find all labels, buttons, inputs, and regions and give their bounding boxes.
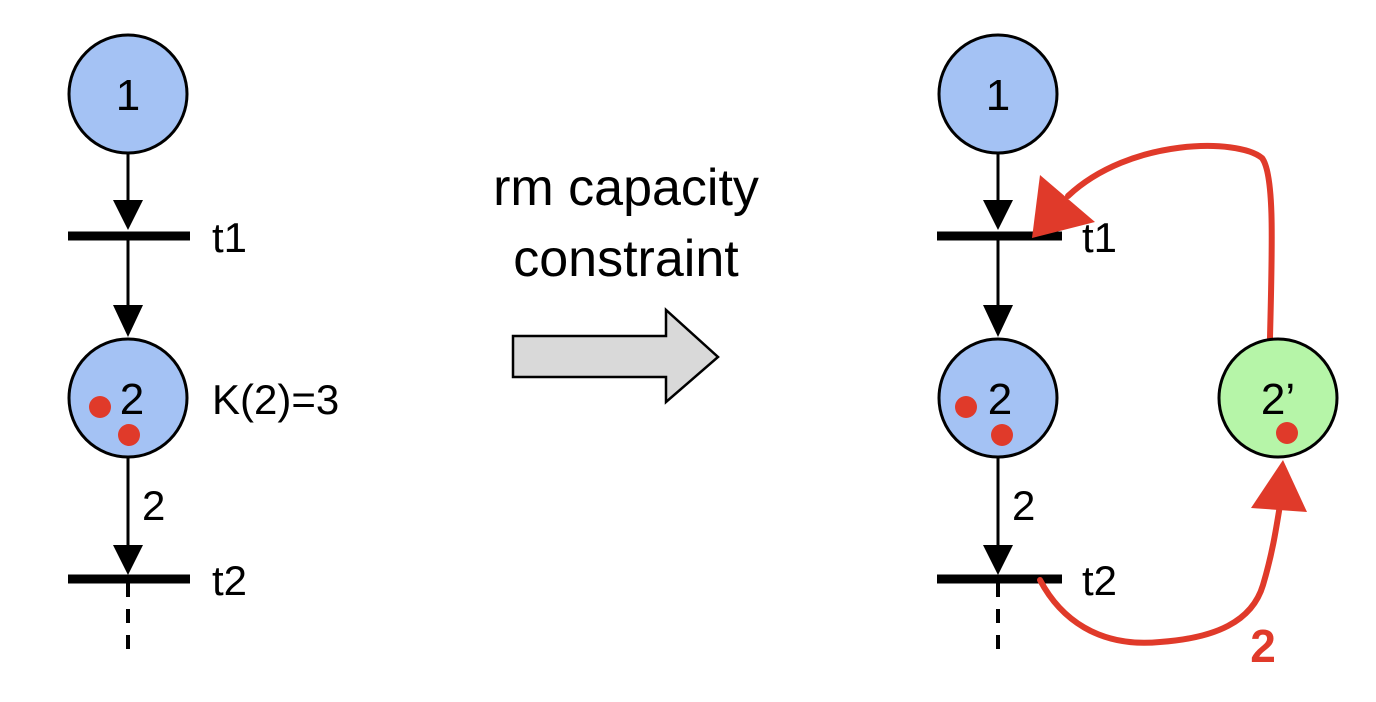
complement-place-2-prime <box>1217 337 1339 459</box>
operation-line-2: constraint <box>513 230 739 288</box>
token <box>89 396 111 418</box>
token <box>955 396 977 418</box>
right-net: 1 t1 2 2 t2 2 2’ <box>937 33 1339 672</box>
arc-weight-label: 2 <box>142 482 165 529</box>
arrowhead-icon <box>983 545 1013 575</box>
token <box>991 424 1013 446</box>
right-arrow-icon <box>511 307 720 405</box>
operation-line-1: rm capacity <box>493 159 759 217</box>
transition-t2-label: t2 <box>1082 557 1117 604</box>
place-2-label: 2 <box>120 375 144 424</box>
place-1 <box>937 33 1059 155</box>
place-1 <box>67 33 189 155</box>
arrowhead-icon <box>983 305 1013 337</box>
left-net: 1 t1 2 K(2)=3 2 t2 <box>67 33 339 660</box>
transition-t1-label: t1 <box>212 214 247 261</box>
place-2 <box>67 337 189 459</box>
added-arc-t2-to-complement <box>1037 502 1283 646</box>
arc-weight-label: 2 <box>1012 482 1035 529</box>
token <box>1276 422 1298 444</box>
capacity-label: K(2)=3 <box>212 376 339 423</box>
arrowhead-icon <box>113 305 143 337</box>
token <box>118 424 140 446</box>
red-arrowhead-icon <box>1251 460 1307 512</box>
transition-t2-label: t2 <box>212 557 247 604</box>
complement-place-label: 2’ <box>1261 375 1295 424</box>
place-2-label: 2 <box>988 375 1012 424</box>
place-1-label: 1 <box>116 71 140 120</box>
place-2 <box>937 337 1059 459</box>
added-arc-complement-to-t1 <box>1065 143 1275 341</box>
complement-arc-weight-label: 2 <box>1250 620 1276 672</box>
arrowhead-icon <box>983 200 1013 230</box>
operation: rm capacity constraint <box>493 159 759 405</box>
arrowhead-icon <box>113 545 143 575</box>
red-arrowhead-icon <box>1032 175 1095 238</box>
arrowhead-icon <box>113 200 143 230</box>
place-1-label: 1 <box>986 71 1010 120</box>
